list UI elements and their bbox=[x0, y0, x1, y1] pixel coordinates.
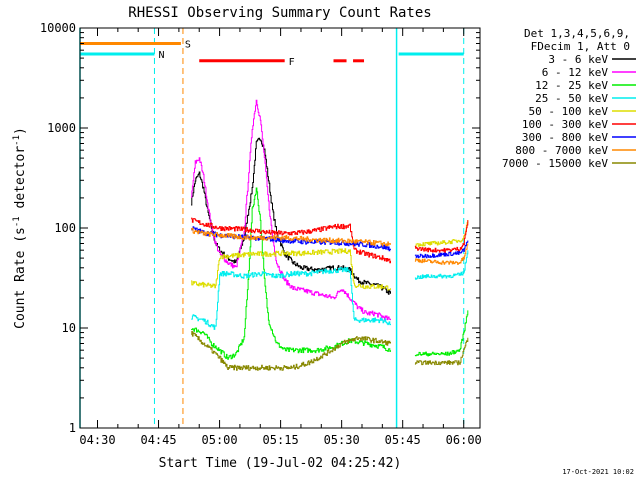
x-tick-label: 04:30 bbox=[79, 433, 115, 447]
series-line bbox=[191, 137, 391, 295]
x-axis-label: Start Time (19-Jul-02 04:25:42) bbox=[159, 456, 402, 471]
y-tick-label: 1 bbox=[69, 421, 76, 435]
series-line bbox=[191, 187, 391, 360]
x-tick-label: 05:00 bbox=[202, 433, 238, 447]
series-line-late bbox=[414, 310, 469, 357]
legend-header-line: Det 1,3,4,5,6,9, bbox=[524, 27, 630, 40]
y-axis-label-part: ) bbox=[13, 127, 28, 135]
y-tick-label: 10000 bbox=[40, 21, 76, 35]
legend-item-label: 6 - 12 keV bbox=[542, 66, 609, 79]
series-line bbox=[191, 267, 391, 330]
legend-item-label: 3 - 6 keV bbox=[548, 53, 608, 66]
legend-item-label: 7000 - 15000 keV bbox=[502, 157, 608, 170]
y-tick-label: 10 bbox=[62, 321, 76, 335]
legend-item-label: 300 - 800 keV bbox=[522, 131, 608, 144]
timestamp: 17-Oct-2021 10:02 bbox=[562, 468, 634, 476]
series-line-late bbox=[414, 337, 469, 366]
legend-item-label: 25 - 50 keV bbox=[535, 92, 608, 105]
y-tick-label: 1000 bbox=[47, 121, 76, 135]
series-line-late bbox=[414, 220, 469, 253]
chart-title: RHESSI Observing Summary Count Rates bbox=[128, 5, 431, 21]
x-tick-label: 05:45 bbox=[385, 433, 421, 447]
series-line bbox=[191, 248, 391, 291]
flag-label-s: S bbox=[185, 39, 191, 50]
legend-item-label: 12 - 25 keV bbox=[535, 79, 608, 92]
flag-label-f: F bbox=[289, 57, 295, 68]
legend-item-label: 50 - 100 keV bbox=[529, 105, 609, 118]
series-line bbox=[191, 227, 391, 247]
y-axis-label-exponent: -1 bbox=[12, 135, 22, 146]
legend-item-label: 800 - 7000 keV bbox=[515, 144, 608, 157]
series-line bbox=[191, 99, 391, 321]
series-line-late bbox=[414, 250, 469, 280]
x-tick-label: 05:15 bbox=[263, 433, 299, 447]
legend-item-label: 100 - 300 keV bbox=[522, 118, 608, 131]
x-tick-label: 06:00 bbox=[446, 433, 482, 447]
x-tick-label: 05:30 bbox=[324, 433, 360, 447]
series-line bbox=[191, 330, 391, 371]
series-layer bbox=[191, 99, 469, 371]
series-line bbox=[191, 217, 391, 264]
legend: Det 1,3,4,5,6,9, FDecim 1, Att 0 3 - 6 k… bbox=[502, 27, 636, 170]
y-axis-label-part: Count Rate (s bbox=[13, 227, 28, 329]
flag-label-n: N bbox=[158, 50, 164, 61]
series-line-late bbox=[414, 220, 469, 248]
series-line-late bbox=[414, 240, 469, 259]
series-line-late bbox=[414, 243, 469, 265]
axis-ticks: 1 10 100 1000 10000 04:30 04:45 05:00 05:15 05:30… bbox=[40, 21, 482, 447]
legend-header-line: FDecim 1, Att 0 bbox=[531, 40, 630, 53]
y-axis-label-part: detector bbox=[13, 146, 28, 217]
y-tick-label: 100 bbox=[54, 221, 76, 235]
x-tick-label: 04:45 bbox=[140, 433, 176, 447]
y-axis-label: Count Rate (s-1 detector-1) bbox=[12, 127, 28, 329]
y-axis-label-exponent: -1 bbox=[12, 216, 22, 227]
